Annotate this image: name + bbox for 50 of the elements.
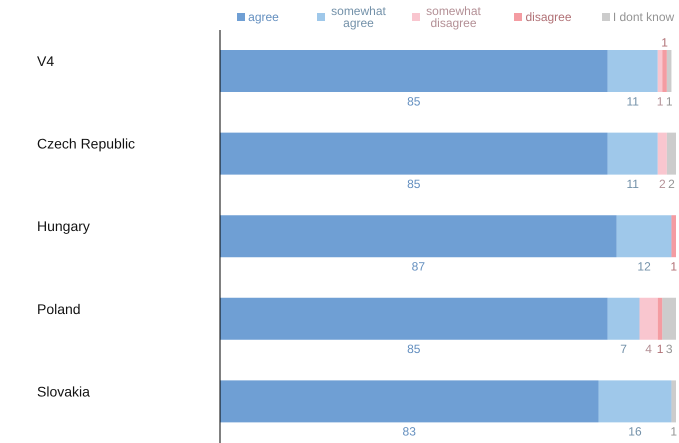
data-label: 1 <box>656 342 664 356</box>
bar <box>220 215 617 258</box>
bar <box>640 298 658 340</box>
y-tick-label: Poland <box>37 300 81 317</box>
data-label: 1 <box>661 35 668 50</box>
data-label: 83 <box>402 424 416 439</box>
data-label: 2 <box>658 176 666 191</box>
data-label: 16 <box>628 424 642 439</box>
y-tick-label: Hungary <box>37 218 90 234</box>
data-label: 2 <box>668 176 676 191</box>
bar <box>608 50 658 92</box>
bar <box>671 215 676 258</box>
data-label: 87 <box>412 260 426 274</box>
bar <box>658 132 667 175</box>
bar <box>608 132 658 175</box>
bar <box>671 380 676 422</box>
bar <box>666 132 676 175</box>
legend-label: somewhat disagree <box>425 4 482 30</box>
data-label: 7 <box>620 342 628 356</box>
bar <box>220 50 608 92</box>
data-label: 11 <box>626 94 640 108</box>
data-label: 3 <box>666 342 673 356</box>
bar <box>220 132 608 175</box>
data-label: 1 <box>666 94 673 108</box>
data-label: 1 <box>670 424 678 439</box>
bar <box>616 215 672 258</box>
data-label: 85 <box>407 176 421 191</box>
y-tick-label: Slovakia <box>37 383 90 400</box>
bar <box>598 380 672 422</box>
bar <box>220 380 598 422</box>
y-tick-label: Czech Republic <box>37 136 136 152</box>
bar <box>658 298 662 340</box>
data-label: 1 <box>670 260 678 274</box>
legend-label: agree <box>248 10 279 24</box>
bar <box>666 50 672 92</box>
legend-label: I dont know <box>612 10 674 24</box>
bar <box>662 298 676 340</box>
bar <box>220 298 608 340</box>
data-label: 12 <box>637 260 652 274</box>
bar <box>608 298 640 340</box>
legend-label: disagree <box>525 10 572 24</box>
y-tick-label: V4 <box>37 53 54 70</box>
bar <box>662 50 667 92</box>
data-label: 85 <box>407 342 421 356</box>
data-label: 1 <box>656 94 664 108</box>
data-label: 11 <box>626 176 640 191</box>
bar <box>658 50 662 92</box>
data-label: 4 <box>645 342 652 356</box>
data-label: 85 <box>407 94 421 108</box>
legend-label: somewhat agree <box>330 4 387 30</box>
